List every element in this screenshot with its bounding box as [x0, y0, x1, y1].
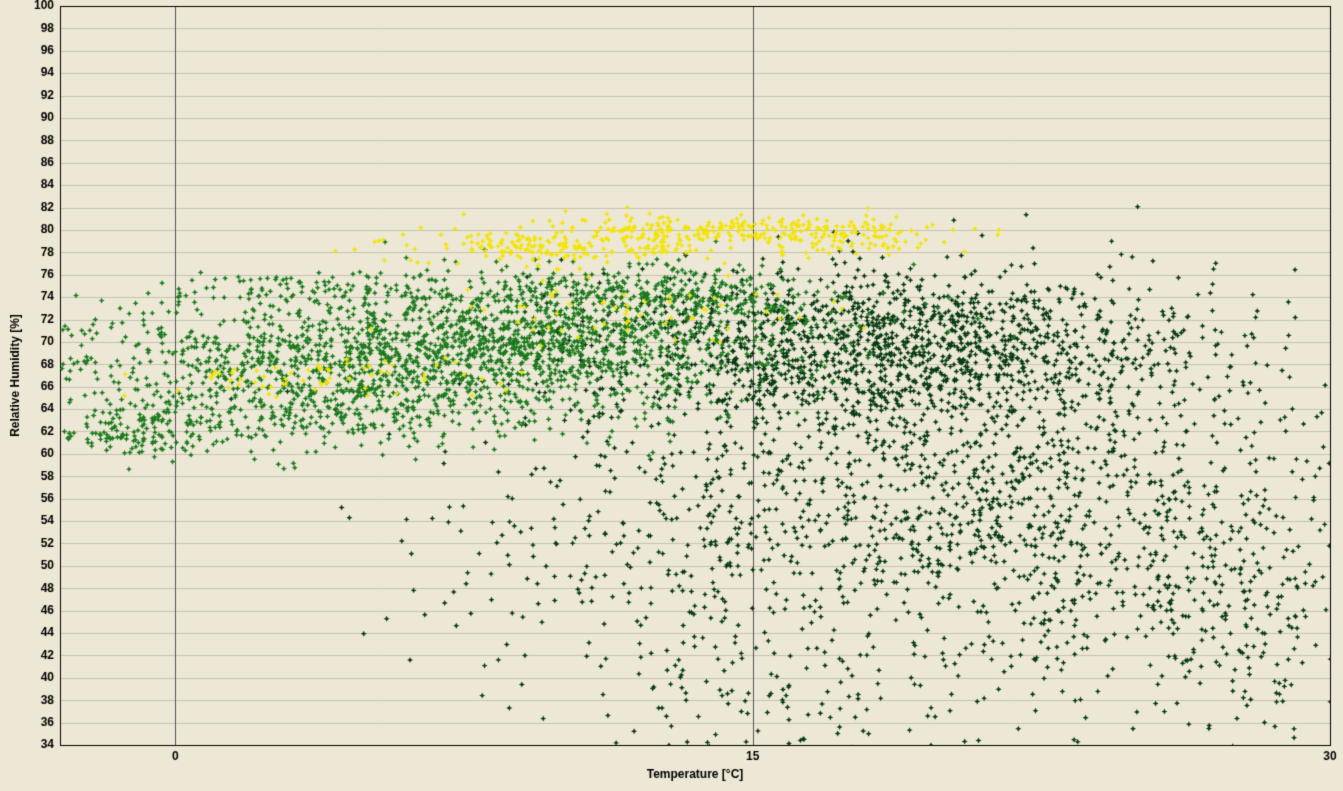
chart-canvas — [0, 0, 1343, 791]
scatter-chart: Temperature [°C] Relative Humidity [%] — [0, 0, 1343, 791]
